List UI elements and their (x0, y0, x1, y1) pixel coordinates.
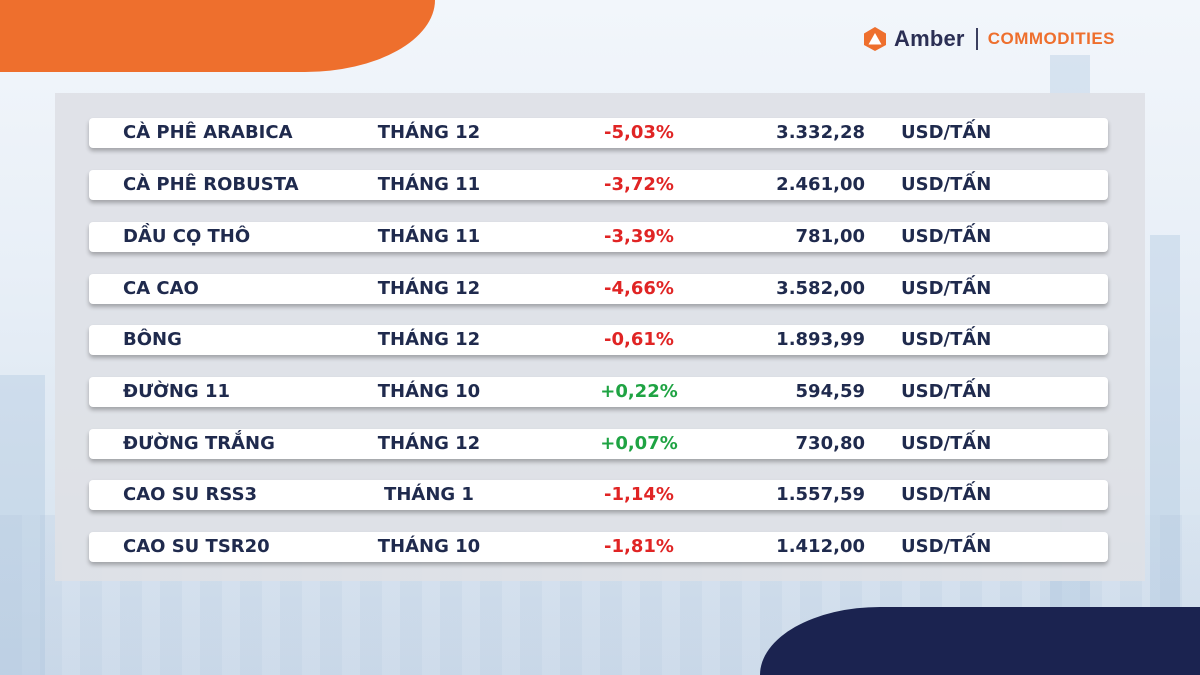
amber-logo-icon (864, 27, 886, 51)
price-unit: USD/TẤN (901, 433, 992, 454)
commodity-name: CAO SU RSS3 (123, 484, 258, 505)
price-unit: USD/TẤN (901, 484, 992, 505)
commodity-name: ĐƯỜNG 11 (123, 381, 230, 402)
background-tower (1150, 235, 1180, 675)
table-row: CAO SU RSS3 THÁNG 1 -1,14% 1.557,59 USD/… (89, 480, 1108, 510)
background-tower (0, 375, 45, 675)
commodity-name: BÔNG (123, 329, 182, 350)
price-change: -5,03% (604, 122, 674, 143)
price-unit: USD/TẤN (901, 122, 992, 143)
price-value: 1.893,99 (776, 329, 865, 350)
price-change: -4,66% (604, 278, 674, 299)
brand-name: Amber (894, 26, 965, 51)
commodity-name: CÀ PHÊ ROBUSTA (123, 174, 299, 195)
brand-logo: Amber COMMODITIES (862, 24, 1115, 54)
navy-corner-shape (760, 607, 1200, 675)
commodity-table: CÀ PHÊ ARABICA THÁNG 12 -5,03% 3.332,28 … (55, 93, 1145, 581)
table-row: CAO SU TSR20 THÁNG 10 -1,81% 1.412,00 US… (89, 532, 1108, 562)
price-change: +0,22% (600, 381, 678, 402)
table-row: CÀ PHÊ ROBUSTA THÁNG 11 -3,72% 2.461,00 … (89, 170, 1108, 200)
price-value: 1.557,59 (776, 484, 865, 505)
table-row: CÀ PHÊ ARABICA THÁNG 12 -5,03% 3.332,28 … (89, 118, 1108, 148)
price-change: -0,61% (604, 329, 674, 350)
contract-month: THÁNG 12 (377, 278, 481, 299)
price-value: 1.412,00 (776, 536, 865, 557)
contract-month: THÁNG 11 (377, 174, 481, 195)
orange-corner-shape (0, 0, 435, 72)
price-value: 3.582,00 (776, 278, 865, 299)
commodity-name: CAO SU TSR20 (123, 536, 270, 557)
price-change: +0,07% (600, 433, 678, 454)
price-unit: USD/TẤN (901, 329, 992, 350)
price-value: 781,00 (795, 226, 865, 247)
price-unit: USD/TẤN (901, 278, 992, 299)
commodity-name: CÀ PHÊ ARABICA (123, 122, 293, 143)
commodity-name: DẦU CỌ THÔ (123, 226, 251, 247)
brand-subtitle: COMMODITIES (987, 29, 1116, 48)
brand-divider (975, 28, 978, 50)
price-value: 3.332,28 (776, 122, 865, 143)
price-value: 2.461,00 (776, 174, 865, 195)
table-row: ĐƯỜNG TRẮNG THÁNG 12 +0,07% 730,80 USD/T… (89, 429, 1108, 459)
price-unit: USD/TẤN (901, 226, 992, 247)
table-row: DẦU CỌ THÔ THÁNG 11 -3,39% 781,00 USD/TẤ… (89, 222, 1108, 252)
table-row: CA CAO THÁNG 12 -4,66% 3.582,00 USD/TẤN (89, 274, 1108, 304)
commodity-name: CA CAO (123, 278, 199, 299)
contract-month: THÁNG 12 (377, 329, 481, 350)
price-value: 594,59 (795, 381, 865, 402)
contract-month: THÁNG 11 (377, 226, 481, 247)
price-change: -1,14% (604, 484, 674, 505)
contract-month: THÁNG 1 (384, 484, 474, 505)
contract-month: THÁNG 10 (377, 381, 481, 402)
contract-month: THÁNG 10 (377, 536, 481, 557)
commodity-name: ĐƯỜNG TRẮNG (123, 433, 275, 454)
price-change: -3,39% (604, 226, 674, 247)
table-row: BÔNG THÁNG 12 -0,61% 1.893,99 USD/TẤN (89, 325, 1108, 355)
price-value: 730,80 (795, 433, 865, 454)
price-change: -1,81% (604, 536, 674, 557)
price-unit: USD/TẤN (901, 381, 992, 402)
contract-month: THÁNG 12 (377, 433, 481, 454)
table-row: ĐƯỜNG 11 THÁNG 10 +0,22% 594,59 USD/TẤN (89, 377, 1108, 407)
contract-month: THÁNG 12 (377, 122, 481, 143)
price-unit: USD/TẤN (901, 174, 992, 195)
price-unit: USD/TẤN (901, 536, 992, 557)
price-change: -3,72% (604, 174, 674, 195)
